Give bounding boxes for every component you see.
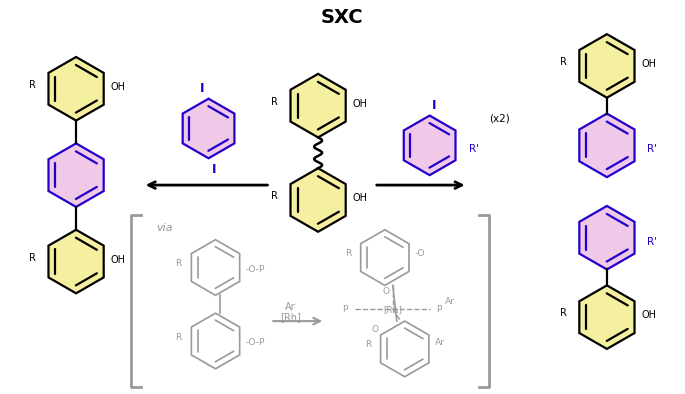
Text: R': R' — [469, 144, 479, 154]
Polygon shape — [361, 230, 409, 285]
Text: R': R' — [647, 237, 657, 247]
Text: R: R — [175, 333, 182, 342]
Text: via: via — [155, 223, 173, 233]
Text: -O: -O — [414, 249, 425, 258]
Polygon shape — [580, 113, 634, 177]
Polygon shape — [49, 230, 103, 293]
Polygon shape — [290, 74, 346, 138]
Text: I: I — [212, 163, 216, 176]
Text: R: R — [345, 249, 351, 258]
Text: R: R — [271, 191, 278, 201]
Polygon shape — [580, 34, 634, 98]
Polygon shape — [580, 285, 634, 349]
Text: R: R — [560, 57, 567, 67]
Text: (x2): (x2) — [489, 113, 510, 124]
Text: P: P — [342, 305, 348, 314]
Text: O: O — [371, 325, 378, 334]
Polygon shape — [49, 143, 103, 207]
Text: R: R — [29, 80, 36, 90]
Text: [Rh]: [Rh] — [279, 312, 301, 322]
Text: Ar: Ar — [445, 297, 454, 306]
Polygon shape — [381, 321, 429, 377]
Text: R: R — [364, 340, 371, 349]
Text: [Rh]: [Rh] — [384, 305, 402, 314]
Polygon shape — [183, 99, 234, 158]
Text: I: I — [432, 99, 436, 112]
Text: OH: OH — [111, 82, 126, 92]
Polygon shape — [49, 57, 103, 121]
Text: O: O — [383, 287, 390, 296]
Text: OH: OH — [642, 310, 657, 320]
Polygon shape — [290, 168, 346, 232]
Polygon shape — [191, 313, 240, 369]
Text: R': R' — [647, 144, 657, 154]
Polygon shape — [580, 206, 634, 269]
Text: OH: OH — [353, 193, 368, 203]
Text: R: R — [29, 253, 36, 262]
Text: I: I — [200, 82, 205, 95]
Text: R: R — [175, 259, 182, 268]
Polygon shape — [191, 240, 240, 295]
Polygon shape — [403, 115, 456, 175]
Text: SXC: SXC — [321, 8, 363, 27]
Text: Ar: Ar — [285, 302, 295, 312]
Text: OH: OH — [353, 98, 368, 109]
Text: R: R — [271, 97, 278, 107]
Text: OH: OH — [642, 59, 657, 69]
Text: OH: OH — [111, 255, 126, 264]
Text: -O-P: -O-P — [245, 338, 265, 348]
Text: Ar: Ar — [434, 338, 445, 348]
Text: R: R — [560, 308, 567, 318]
Text: -O-P: -O-P — [245, 265, 265, 274]
Text: P: P — [436, 305, 442, 314]
